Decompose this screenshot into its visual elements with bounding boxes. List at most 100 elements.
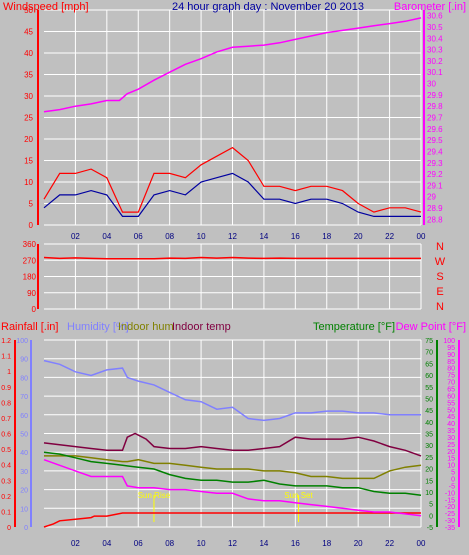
wind-direction-series-line bbox=[43, 256, 421, 260]
wind-x-tick-label: 12 bbox=[228, 232, 237, 241]
temp-x-tick-label: 00 bbox=[417, 539, 426, 548]
barometer-tick-label: 28.9 bbox=[427, 204, 443, 213]
dewpoint-tick-label: 60 bbox=[447, 393, 455, 400]
dewpoint-tick-label: 55 bbox=[447, 400, 455, 407]
temperature-tick-label: 65 bbox=[425, 361, 433, 368]
barometer-tick-label: 29 bbox=[427, 193, 436, 202]
wind-tick-label: 25 bbox=[24, 114, 33, 123]
indoor_hum-series-line bbox=[44, 455, 422, 480]
wind-x-tick-label: 22 bbox=[385, 232, 394, 241]
barometer-tick-label: 29.5 bbox=[427, 136, 443, 145]
barometer-series-line bbox=[43, 17, 422, 113]
direction-tick-label: 180 bbox=[23, 273, 37, 282]
wind-tick-label: 5 bbox=[29, 200, 34, 209]
barometer-tick-label: 29.3 bbox=[427, 159, 443, 168]
dewpoint-tick-label: 50 bbox=[447, 407, 455, 414]
dewpoint-tick-label: -30 bbox=[445, 518, 455, 525]
sun-annotation-label: Sun Rise bbox=[138, 491, 171, 500]
humidity-tick-label: 90 bbox=[20, 357, 28, 364]
dewpoint-tick-label: 15 bbox=[447, 456, 455, 463]
dewpoint-legend-label: Dew Point [°F] bbox=[396, 321, 466, 333]
indoor_temp-series-line bbox=[43, 432, 422, 457]
dewpoint-tick-label: 20 bbox=[447, 449, 455, 456]
rain-tick-label: 0.2 bbox=[1, 494, 11, 501]
dewpoint-tick-label: 65 bbox=[447, 386, 455, 393]
dewpoint-tick-label: 100 bbox=[443, 338, 455, 345]
barometer-tick-label: 30.1 bbox=[427, 68, 443, 77]
compass-label: N bbox=[436, 301, 444, 313]
dewpoint-tick-label: 75 bbox=[447, 373, 455, 380]
temp-x-tick-label: 16 bbox=[291, 539, 300, 548]
windspeed-axis-title: Windspeed [mph] bbox=[3, 1, 89, 13]
direction-tick-label: 90 bbox=[27, 289, 36, 298]
dewpoint-tick-label: 10 bbox=[447, 463, 455, 470]
wind-x-tick-label: 20 bbox=[354, 232, 363, 241]
barometer-tick-label: 30 bbox=[427, 80, 436, 89]
sun-annotation-label: Sun Set bbox=[284, 491, 313, 500]
temperature-tick-label: 10 bbox=[425, 490, 433, 497]
rain-tick-label: 0 bbox=[7, 525, 11, 532]
rain-tick-label: 0.1 bbox=[1, 509, 11, 516]
humidity-tick-label: 50 bbox=[20, 432, 28, 439]
barometer-tick-label: 29.7 bbox=[427, 114, 443, 123]
dewpoint-tick-label: 70 bbox=[447, 380, 455, 387]
humidity-tick-label: 70 bbox=[20, 394, 28, 401]
wind-x-tick-label: 16 bbox=[291, 232, 300, 241]
temperature-tick-label: 60 bbox=[425, 373, 433, 380]
humidity-tick-label: 100 bbox=[16, 338, 28, 345]
temperature-tick-label: 45 bbox=[425, 408, 433, 415]
dewpoint-tick-label: -25 bbox=[445, 511, 455, 518]
dewpoint-tick-label: 90 bbox=[447, 352, 455, 359]
humidity-tick-label: 0 bbox=[24, 525, 28, 532]
compass-label: N bbox=[436, 241, 444, 253]
barometer-tick-label: 29.4 bbox=[427, 147, 443, 156]
dewpoint-tick-label: 5 bbox=[451, 470, 455, 477]
rain-tick-label: 1.2 bbox=[1, 338, 11, 345]
temperature-tick-label: 0 bbox=[429, 513, 433, 520]
chart-title: 24 hour graph day : November 20 2013 bbox=[172, 1, 364, 13]
temp-x-tick-label: 10 bbox=[197, 539, 206, 548]
barometer-tick-label: 29.2 bbox=[427, 170, 443, 179]
temperature-legend-label: Temperature [°F] bbox=[313, 321, 395, 333]
dewpoint-tick-label: 40 bbox=[447, 421, 455, 428]
temperature-tick-label: 75 bbox=[425, 338, 433, 345]
rain-tick-label: 0.4 bbox=[1, 463, 11, 470]
temperature-tick-label: 5 bbox=[429, 502, 433, 509]
indoor-humidity-legend-label: Indoor hum bbox=[118, 321, 174, 333]
humidity-series-line bbox=[43, 359, 421, 422]
compass-label: W bbox=[435, 256, 446, 268]
temp-x-tick-label: 08 bbox=[165, 539, 174, 548]
wind-tick-label: 30 bbox=[24, 92, 33, 101]
barometer-tick-label: 30.5 bbox=[427, 23, 443, 32]
temperature-tick-label: 40 bbox=[425, 420, 433, 427]
direction-tick-label: 270 bbox=[23, 256, 37, 265]
dewpoint-tick-label: 0 bbox=[451, 477, 455, 484]
temp-x-tick-label: 14 bbox=[259, 539, 268, 548]
wind_avg-series-line bbox=[43, 172, 421, 217]
temperature-tick-label: 20 bbox=[425, 467, 433, 474]
barometer-tick-label: 29.9 bbox=[427, 91, 443, 100]
temperature-tick-label: -5 bbox=[427, 525, 433, 532]
rain-tick-label: 1.1 bbox=[1, 354, 11, 361]
humidity-tick-label: 40 bbox=[20, 450, 28, 457]
temp-x-tick-label: 02 bbox=[71, 539, 80, 548]
temperature-series-line bbox=[43, 451, 422, 496]
temperature-tick-label: 25 bbox=[425, 455, 433, 462]
wind-tick-label: 35 bbox=[24, 71, 33, 80]
wind-x-tick-label: 14 bbox=[259, 232, 268, 241]
barometer-tick-label: 29.6 bbox=[427, 125, 443, 134]
humidity-tick-label: 80 bbox=[20, 375, 28, 382]
wind-x-tick-label: 06 bbox=[134, 232, 143, 241]
barometer-axis-title: Barometer [.in] bbox=[394, 1, 466, 13]
barometer-tick-label: 29.1 bbox=[427, 181, 443, 190]
temp-x-tick-label: 06 bbox=[134, 539, 143, 548]
humidity-tick-label: 10 bbox=[20, 506, 28, 513]
wind-x-tick-label: 00 bbox=[417, 232, 426, 241]
wind-tick-label: 20 bbox=[24, 135, 33, 144]
rainfall-series-line bbox=[43, 512, 421, 528]
barometer-tick-label: 30.6 bbox=[427, 12, 443, 21]
dewpoint-tick-label: 30 bbox=[447, 435, 455, 442]
humidity-tick-label: 30 bbox=[20, 469, 28, 476]
